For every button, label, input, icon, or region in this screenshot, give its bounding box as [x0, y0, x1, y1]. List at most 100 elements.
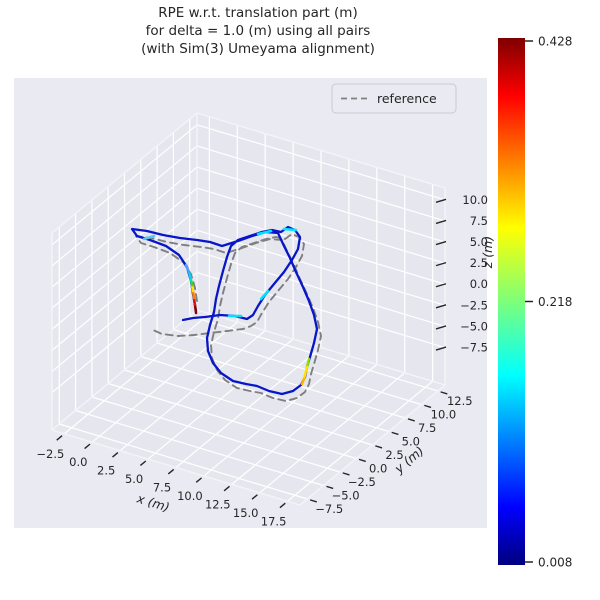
grid-line: [140, 355, 389, 433]
error-colored-segment: [193, 303, 198, 315]
error-colored-segment: [282, 227, 298, 232]
y-tick-label: 2.5: [385, 448, 403, 462]
grid-line: [124, 369, 373, 446]
z-tick-mark: [435, 304, 447, 309]
y-tick-label: 12.5: [447, 394, 473, 408]
grid-line: [59, 423, 308, 500]
grid-line: [75, 409, 324, 487]
grid-line: [196, 250, 446, 328]
grid-line: [51, 124, 198, 246]
y-tick-mark: [407, 418, 415, 422]
z-tick-label: 2.5: [470, 256, 488, 270]
x-tick-mark: [112, 452, 119, 458]
z-tick-mark: [435, 219, 447, 225]
estimated-trajectory: [130, 225, 319, 396]
y-tick-label: 0.0: [369, 462, 387, 476]
grid-line: [173, 328, 422, 406]
x-tick-mark: [223, 485, 230, 492]
grid-line: [196, 187, 446, 264]
y-tick-label: 10.0: [431, 408, 457, 422]
y-tick-mark: [358, 458, 366, 463]
z-tick-label: 10.0: [462, 193, 488, 207]
y-tick-label: −2.5: [348, 475, 376, 489]
z-tick-label: 7.5: [470, 214, 488, 228]
y-tick-mark: [391, 431, 399, 436]
z-tick-mark: [435, 283, 447, 288]
legend: reference: [331, 83, 457, 114]
x-tick-label: 17.5: [261, 514, 287, 528]
error-colored-segment: [256, 229, 273, 236]
x-tick-mark: [195, 477, 203, 483]
y-tick-mark: [440, 391, 448, 395]
pane-edge: [51, 309, 198, 431]
z-tick-mark: [435, 346, 447, 351]
grid-line: [51, 187, 198, 309]
x-tick-label: 5.0: [125, 472, 143, 486]
grid-line: [196, 124, 446, 201]
error-colored-segment: [305, 357, 311, 369]
pane-edge: [51, 429, 301, 506]
grid-line: [189, 315, 438, 392]
x-tick-mark: [251, 494, 258, 500]
grid-line: [51, 208, 198, 330]
grid-line: [51, 272, 198, 394]
y-tick-mark: [326, 485, 334, 490]
colorbar-gradient: [498, 38, 525, 565]
x-tick-label: 7.5: [153, 481, 171, 495]
grid-line: [51, 145, 198, 267]
z-tick-label: −2.5: [460, 298, 488, 312]
legend-box: [331, 83, 457, 114]
error-colored-segment: [259, 289, 270, 301]
grid-line: [196, 166, 446, 243]
colorbar-tick-max: 0.428: [538, 35, 572, 49]
y-tick-label: 7.5: [418, 421, 436, 435]
x-tick-mark: [279, 502, 286, 509]
title-line-3: (with Sim(3) Umeyama alignment): [141, 41, 375, 57]
x-tick-label: 10.0: [177, 489, 203, 503]
pane-edge: [51, 112, 198, 234]
z-tick-mark: [435, 325, 447, 330]
y-tick-mark: [309, 499, 318, 503]
x-tick-mark: [167, 468, 175, 475]
z-axis-label: z (m): [480, 236, 495, 269]
y-tick-label: −5.0: [332, 489, 360, 503]
y-tick-mark: [424, 404, 432, 409]
x-tick-mark: [84, 443, 91, 450]
z-tick-label: 0.0: [470, 277, 488, 291]
grid-line: [196, 208, 446, 285]
grid-line: [156, 342, 406, 419]
z-tick-mark: [435, 261, 447, 267]
y-tick-label: 5.0: [402, 435, 420, 449]
x-tick-label: 15.0: [233, 506, 259, 520]
error-colored-segment: [184, 263, 191, 274]
error-colored-segment: [300, 377, 306, 386]
reference-trajectory: [135, 233, 322, 402]
grid-line: [51, 251, 198, 372]
title-line-1: RPE w.r.t. translation part (m): [158, 5, 357, 21]
grid-line: [196, 271, 446, 349]
x-tick-mark: [56, 435, 63, 441]
x-tick-mark: [139, 460, 147, 467]
y-tick-label: −7.5: [315, 502, 343, 516]
grid-line: [196, 229, 446, 306]
grid-line: [51, 166, 198, 288]
y-tick-mark: [342, 472, 350, 476]
error-colored-segment: [187, 270, 193, 282]
pane-edge: [299, 384, 446, 506]
pane-edge: [196, 112, 446, 189]
grid-line: [108, 382, 357, 460]
colorbar-tick-min: 0.008: [538, 556, 572, 570]
grid-line: [196, 145, 446, 222]
grid-line: [91, 396, 341, 473]
title-line-2: for delta = 1.0 (m) using all pairs: [146, 23, 371, 39]
x-tick-label: −2.5: [36, 447, 64, 461]
z-tick-label: 5.0: [470, 235, 488, 249]
error-colored-segment: [142, 234, 156, 241]
colorbar-tick-mid: 0.218: [538, 295, 572, 309]
axes-3d: −2.50.02.55.07.510.012.515.017.5−7.5−5.0…: [14, 78, 488, 528]
z-tick-label: −5.0: [460, 319, 488, 333]
error-colored-segment: [302, 365, 309, 381]
z-tick-mark: [435, 240, 447, 246]
